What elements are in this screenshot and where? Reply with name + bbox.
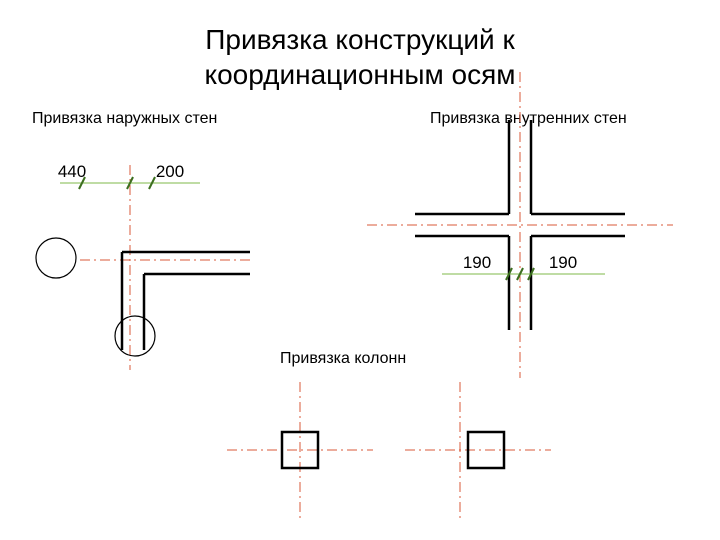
diagram-canvas — [0, 0, 720, 540]
